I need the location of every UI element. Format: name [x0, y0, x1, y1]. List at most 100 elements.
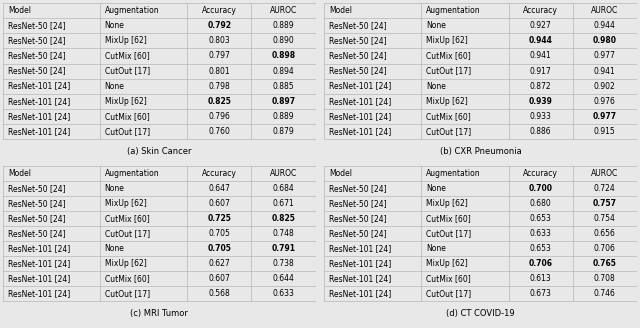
Text: (d) CT COVID-19: (d) CT COVID-19 — [446, 309, 515, 318]
Text: 0.705: 0.705 — [207, 244, 232, 253]
Text: MixUp [62]: MixUp [62] — [105, 97, 147, 106]
Text: 0.898: 0.898 — [271, 51, 296, 60]
Text: CutMix [60]: CutMix [60] — [105, 214, 150, 223]
Bar — [324, 79, 637, 94]
Text: 0.976: 0.976 — [594, 97, 616, 106]
Bar — [324, 286, 637, 301]
Text: MixUp [62]: MixUp [62] — [426, 36, 468, 46]
Text: None: None — [426, 244, 446, 253]
Bar — [3, 94, 316, 109]
Text: 0.927: 0.927 — [530, 21, 552, 31]
Text: 0.680: 0.680 — [530, 199, 552, 208]
Text: 0.801: 0.801 — [209, 67, 230, 75]
Text: 0.644: 0.644 — [273, 274, 294, 283]
Text: MixUp [62]: MixUp [62] — [426, 259, 468, 268]
Text: 0.757: 0.757 — [593, 199, 617, 208]
Text: CutMix [60]: CutMix [60] — [426, 214, 471, 223]
Text: 0.653: 0.653 — [530, 214, 552, 223]
Text: 0.885: 0.885 — [273, 82, 294, 91]
Bar — [324, 196, 637, 211]
Text: ResNet-101 [24]: ResNet-101 [24] — [329, 97, 392, 106]
Text: 0.627: 0.627 — [209, 259, 230, 268]
Text: 0.791: 0.791 — [271, 244, 296, 253]
Bar — [3, 181, 316, 196]
Bar — [324, 166, 637, 181]
Text: CutMix [60]: CutMix [60] — [426, 274, 471, 283]
Bar — [324, 33, 637, 49]
Bar — [324, 18, 637, 33]
Text: (b) CXR Pneumonia: (b) CXR Pneumonia — [440, 147, 522, 156]
Text: (a) Skin Cancer: (a) Skin Cancer — [127, 147, 191, 156]
Text: 0.613: 0.613 — [530, 274, 552, 283]
Text: ResNet-50 [24]: ResNet-50 [24] — [329, 184, 387, 193]
Text: ResNet-101 [24]: ResNet-101 [24] — [8, 97, 70, 106]
Text: 0.796: 0.796 — [209, 112, 230, 121]
Text: 0.647: 0.647 — [209, 184, 230, 193]
Bar — [324, 271, 637, 286]
Text: Accuracy: Accuracy — [524, 169, 558, 178]
Text: 0.902: 0.902 — [594, 82, 616, 91]
Bar — [3, 18, 316, 33]
Text: 0.977: 0.977 — [594, 51, 616, 60]
Text: Augmentation: Augmentation — [105, 6, 159, 15]
Text: 0.894: 0.894 — [273, 67, 294, 75]
Text: Model: Model — [8, 169, 31, 178]
Text: 0.917: 0.917 — [530, 67, 552, 75]
Bar — [3, 226, 316, 241]
Text: Accuracy: Accuracy — [524, 6, 558, 15]
Text: ResNet-50 [24]: ResNet-50 [24] — [329, 21, 387, 31]
Text: 0.724: 0.724 — [594, 184, 616, 193]
Text: AUROC: AUROC — [270, 6, 297, 15]
Text: CutOut [17]: CutOut [17] — [105, 127, 150, 136]
Bar — [3, 271, 316, 286]
Text: (c) MRI Tumor: (c) MRI Tumor — [131, 309, 188, 318]
Text: 0.944: 0.944 — [594, 21, 616, 31]
Text: 0.748: 0.748 — [273, 229, 294, 238]
Text: CutOut [17]: CutOut [17] — [105, 289, 150, 298]
Text: Model: Model — [329, 169, 352, 178]
Text: None: None — [426, 21, 446, 31]
Bar — [3, 109, 316, 124]
Text: None: None — [426, 82, 446, 91]
Bar — [324, 226, 637, 241]
Text: CutMix [60]: CutMix [60] — [105, 51, 150, 60]
Text: Model: Model — [8, 6, 31, 15]
Text: 0.933: 0.933 — [530, 112, 552, 121]
Text: CutOut [17]: CutOut [17] — [426, 67, 471, 75]
Bar — [324, 94, 637, 109]
Bar — [3, 64, 316, 79]
Text: 0.656: 0.656 — [594, 229, 616, 238]
Text: 0.890: 0.890 — [273, 36, 294, 46]
Text: 0.797: 0.797 — [209, 51, 230, 60]
Text: AUROC: AUROC — [591, 6, 618, 15]
Bar — [3, 166, 316, 181]
Text: ResNet-101 [24]: ResNet-101 [24] — [329, 274, 392, 283]
Text: None: None — [105, 184, 125, 193]
Text: 0.568: 0.568 — [209, 289, 230, 298]
Text: 0.706: 0.706 — [529, 259, 553, 268]
Text: 0.825: 0.825 — [207, 97, 232, 106]
Text: ResNet-101 [24]: ResNet-101 [24] — [329, 244, 392, 253]
Text: 0.798: 0.798 — [209, 82, 230, 91]
Text: 0.941: 0.941 — [594, 67, 616, 75]
Text: Augmentation: Augmentation — [105, 169, 159, 178]
Text: Accuracy: Accuracy — [202, 6, 237, 15]
Text: 0.633: 0.633 — [273, 289, 294, 298]
Bar — [324, 181, 637, 196]
Text: 0.792: 0.792 — [207, 21, 232, 31]
Bar — [324, 256, 637, 271]
Text: Augmentation: Augmentation — [426, 169, 481, 178]
Bar — [324, 211, 637, 226]
Text: ResNet-101 [24]: ResNet-101 [24] — [329, 112, 392, 121]
Text: 0.886: 0.886 — [530, 127, 552, 136]
Text: 0.708: 0.708 — [594, 274, 616, 283]
Text: ResNet-50 [24]: ResNet-50 [24] — [8, 214, 65, 223]
Text: None: None — [426, 184, 446, 193]
Text: ResNet-50 [24]: ResNet-50 [24] — [8, 184, 65, 193]
Text: 0.653: 0.653 — [530, 244, 552, 253]
Text: ResNet-101 [24]: ResNet-101 [24] — [8, 127, 70, 136]
Bar — [324, 124, 637, 139]
Text: ResNet-50 [24]: ResNet-50 [24] — [8, 51, 65, 60]
Text: 0.607: 0.607 — [209, 274, 230, 283]
Text: Accuracy: Accuracy — [202, 169, 237, 178]
